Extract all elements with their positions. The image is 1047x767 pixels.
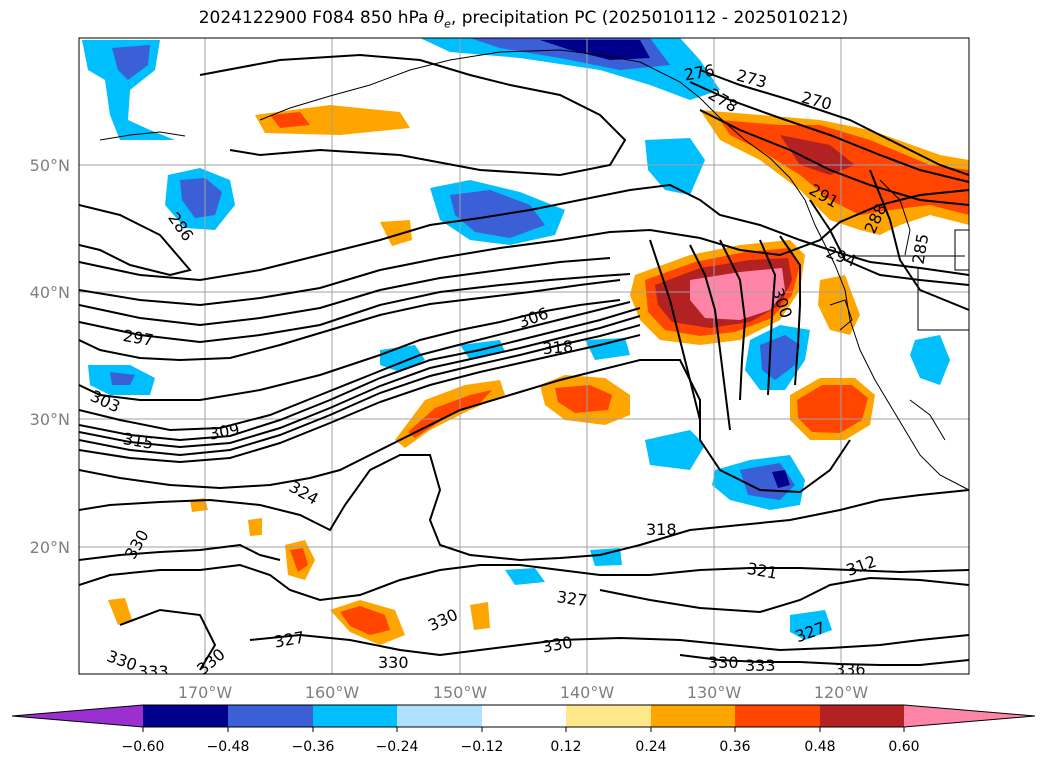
map-title: 2024122900 F084 850 hPa θe, precipitatio… <box>198 8 849 31</box>
map-frame <box>78 37 970 675</box>
theta-e-contours <box>79 53 969 671</box>
lat-label: 50°N <box>30 156 70 175</box>
lon-label: 170°W <box>178 683 233 702</box>
contour-label: 330 <box>708 653 739 672</box>
colorbar-tick-label: 0.60 <box>888 739 919 755</box>
contour-label: 327 <box>556 587 589 610</box>
contour-label: 336 <box>835 660 866 679</box>
latitude-labels: 50°N 40°N 30°N 20°N <box>30 156 70 557</box>
map-panel: 276 273 270 278 291 294 288 285 286 297 … <box>79 38 969 681</box>
colorbar-tick-label: −0.36 <box>292 739 335 755</box>
contour-label: 330 <box>378 653 409 672</box>
lon-label: 160°W <box>305 683 360 702</box>
colorbar-tick-label: −0.12 <box>461 739 504 755</box>
colorbar-tick-label: 0.24 <box>635 739 666 755</box>
contour-label: 318 <box>646 520 677 539</box>
lon-label: 140°W <box>560 683 615 702</box>
contour-label: 333 <box>745 656 776 675</box>
colorbar-bin <box>566 705 651 727</box>
lat-label: 40°N <box>30 283 70 302</box>
colorbar-tick-label: −0.24 <box>376 739 419 755</box>
colorbar-bin <box>228 705 313 727</box>
lat-label: 20°N <box>30 538 70 557</box>
colorbar-bin <box>143 705 228 727</box>
colorbar: −0.60 −0.48 −0.36 −0.24 −0.12 0.12 0.24 … <box>11 704 1036 755</box>
colorbar-tick-label: −0.48 <box>207 739 250 755</box>
colorbar-bin <box>651 705 735 727</box>
longitude-labels: 170°W 160°W 150°W 140°W 130°W 120°W <box>178 683 869 702</box>
lat-label: 30°N <box>30 410 70 429</box>
colorbar-tick-label: −0.60 <box>122 739 165 755</box>
colorbar-bin <box>735 705 820 727</box>
colorbar-tick-label: 0.36 <box>719 739 750 755</box>
colorbar-tick-label: 0.12 <box>550 739 581 755</box>
colorbar-bin <box>820 705 904 727</box>
colorbar-extend-min <box>12 705 143 727</box>
contour-label: 318 <box>542 337 574 359</box>
lon-label: 120°W <box>814 683 869 702</box>
colorbar-bin <box>482 705 566 727</box>
contour-label: 333 <box>138 662 169 681</box>
colorbar-bin <box>313 705 397 727</box>
colorbar-bin <box>397 705 482 727</box>
colorbar-extend-max <box>904 705 1035 727</box>
colorbar-tick-label: 0.48 <box>804 739 835 755</box>
lon-label: 130°W <box>687 683 742 702</box>
lon-label: 150°W <box>433 683 488 702</box>
